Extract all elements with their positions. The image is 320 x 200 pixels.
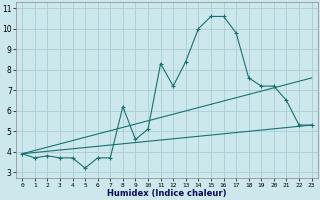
X-axis label: Humidex (Indice chaleur): Humidex (Indice chaleur) xyxy=(107,189,227,198)
